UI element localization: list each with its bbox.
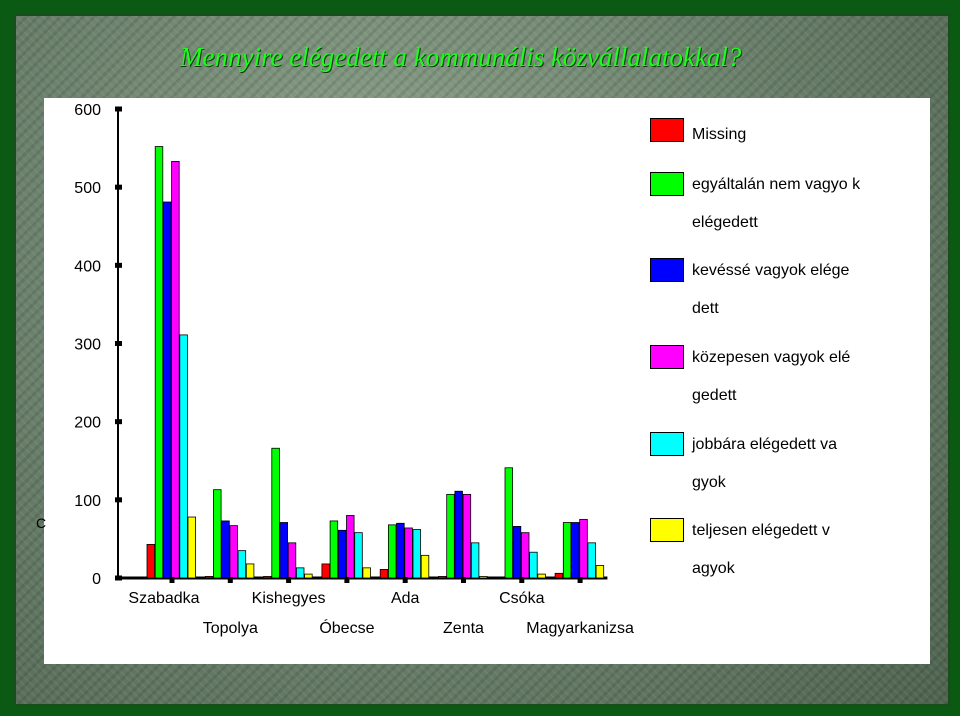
bar-1-8	[554, 572, 564, 579]
legend-label: Missing	[692, 126, 747, 143]
bar-6-8	[595, 565, 605, 579]
slide-title: Mennyire elégedett a kommunális közválla…	[180, 42, 742, 72]
bar-4-6	[462, 493, 472, 579]
legend-label: teljesen elégedett v agyok	[692, 522, 830, 577]
bar-2-2	[213, 489, 222, 579]
y-tick-label: 200	[74, 415, 101, 432]
bar-5-6	[470, 542, 480, 579]
x-tick-label: Kishegyes	[252, 590, 326, 607]
bar-5-3	[295, 567, 305, 579]
bar-5-5	[412, 529, 421, 579]
bar-4-3	[287, 542, 297, 579]
bar-4-4	[346, 515, 355, 579]
y-tick-mark	[115, 184, 122, 190]
bar-3-2	[221, 520, 230, 579]
y-tick-label: 100	[74, 493, 101, 510]
bar-5-1	[179, 334, 188, 579]
x-tick-mark	[402, 577, 408, 583]
clipped-axis-label: Count	[36, 515, 46, 531]
y-tick-label: 300	[74, 337, 101, 354]
x-tick-label: Magyarkanizsa	[526, 620, 634, 637]
bar-4-2	[229, 525, 238, 579]
bar-6-5	[420, 554, 430, 579]
legend-swatch	[650, 172, 684, 196]
legend-label: jobbára elégedett va gyok	[692, 436, 837, 491]
bar-6-2	[245, 563, 255, 579]
bar-1-6	[438, 576, 447, 579]
bar-3-8	[571, 522, 580, 579]
legend-swatch	[650, 345, 684, 369]
bar-1-4	[321, 563, 330, 579]
x-tick-mark	[169, 577, 175, 583]
legend-swatch	[650, 118, 684, 142]
bar-4-8	[579, 518, 588, 579]
bar-5-7	[529, 551, 538, 579]
y-tick-label: 500	[74, 180, 101, 197]
legend-label: közepesen vagyok elé gedett	[692, 349, 851, 404]
bar-1-3	[263, 576, 272, 579]
y-tick-mark	[115, 497, 122, 503]
bar-2-5	[387, 524, 397, 579]
y-tick-mark	[115, 106, 122, 112]
bar-4-5	[404, 527, 413, 579]
x-tick-mark	[227, 577, 233, 583]
bar-5-8	[587, 542, 596, 579]
legend-swatch	[650, 432, 684, 456]
bar-6-3	[304, 573, 313, 579]
bar-2-7	[504, 467, 513, 579]
bar-3-4	[337, 529, 347, 579]
bar-3-7	[512, 526, 522, 579]
x-tick-label: Ada	[391, 590, 420, 607]
x-tick-mark	[461, 577, 466, 583]
bar-2-8	[562, 522, 572, 579]
y-tick-mark	[115, 341, 122, 346]
bar-6-6	[479, 576, 488, 579]
bar-2-3	[271, 447, 280, 579]
y-tick-label: 0	[92, 571, 101, 588]
x-tick-mark	[577, 577, 583, 583]
bar-1-7	[496, 576, 505, 579]
bar-6-7	[537, 573, 546, 579]
y-tick-label: 600	[74, 102, 101, 119]
y-tick-mark	[115, 419, 122, 425]
legend-swatch	[650, 258, 684, 282]
bar-2-6	[446, 493, 455, 579]
bar-3-3	[279, 522, 288, 579]
bar-6-1	[187, 516, 196, 579]
x-tick-label: Zenta	[443, 620, 484, 637]
bar-2-4	[329, 520, 339, 579]
x-tick-mark	[344, 577, 350, 583]
legend-swatch	[650, 518, 684, 542]
bar-1-1	[146, 543, 155, 579]
x-tick-label: Topolya	[203, 620, 258, 637]
bar-2-1	[154, 146, 164, 579]
bar-4-7	[521, 532, 530, 579]
x-tick-label: Óbecse	[319, 618, 374, 637]
bar-3-6	[454, 490, 463, 579]
y-tick-label: 400	[74, 258, 101, 275]
bar-1-2	[204, 576, 214, 579]
legend-label: egyáltalán nem vagyo k elégedett	[692, 176, 861, 231]
bar-5-2	[237, 550, 247, 579]
legend-label: kevéssé vagyok elége dett	[692, 262, 850, 317]
x-tick-label: Csóka	[499, 590, 544, 607]
x-tick-mark	[519, 577, 525, 583]
bar-1-5	[379, 569, 389, 579]
bar-3-5	[396, 522, 405, 579]
bar-5-4	[354, 532, 363, 579]
y-tick-mark	[115, 575, 122, 581]
y-tick-mark	[115, 262, 122, 268]
bar-3-1	[162, 201, 172, 579]
bar-6-4	[362, 567, 371, 579]
x-tick-mark	[286, 577, 292, 583]
bar-4-1	[171, 160, 180, 579]
x-tick-label: Szabadka	[128, 590, 199, 607]
